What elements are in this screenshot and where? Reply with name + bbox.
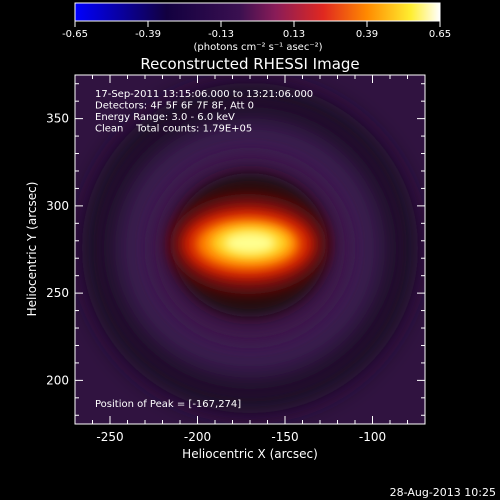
peak-position-label: Position of Peak = [-167,274]	[95, 399, 241, 410]
x-tick-label: -200	[184, 430, 211, 444]
colorbar-units: (photons cm⁻² s⁻¹ asec⁻²)	[193, 42, 322, 53]
annotation-line: Energy Range: 3.0 - 6.0 keV	[95, 112, 235, 123]
y-tick-label: 350	[46, 112, 69, 126]
colorbar-tick-label: 0.65	[429, 29, 451, 40]
y-tick-label: 250	[46, 286, 69, 300]
y-tick-label: 200	[46, 373, 69, 387]
colorbar-tick-label: 0.39	[356, 29, 378, 40]
x-axis-ticks: -250 -200 -150 -100	[92, 75, 408, 444]
colorbar	[74, 2, 441, 22]
colorbar-tick-label: 0.13	[283, 29, 305, 40]
annotation-line: 17-Sep-2011 13:15:06.000 to 13:21:06.000	[95, 89, 313, 100]
annotation-line: Clean Total counts: 1.79E+05	[95, 124, 252, 135]
colorbar-tick-label: -0.13	[208, 29, 234, 40]
heatmap-image	[75, 75, 425, 424]
y-axis-ticks: 200 250 300 350	[46, 83, 425, 416]
colorbar-ticks: -0.65 -0.39 -0.13 0.13 0.39 0.65	[62, 21, 451, 40]
x-tick-label: -100	[359, 430, 386, 444]
timestamp: 28-Aug-2013 10:25	[390, 486, 496, 499]
colorbar-tick-label: -0.65	[62, 29, 88, 40]
annotation-line: Detectors: 4F 5F 6F 7F 8F, Att 0	[95, 101, 254, 112]
y-axis-label: Heliocentric Y (arcsec)	[25, 182, 39, 317]
annotation-block: 17-Sep-2011 13:15:06.000 to 13:21:06.000…	[95, 89, 313, 135]
x-tick-label: -250	[96, 430, 123, 444]
colorbar-tick-label: -0.39	[135, 29, 161, 40]
y-tick-label: 300	[46, 199, 69, 213]
x-axis-label: Heliocentric X (arcsec)	[182, 447, 318, 461]
x-tick-label: -150	[271, 430, 298, 444]
chart-title: Reconstructed RHESSI Image	[140, 55, 359, 73]
